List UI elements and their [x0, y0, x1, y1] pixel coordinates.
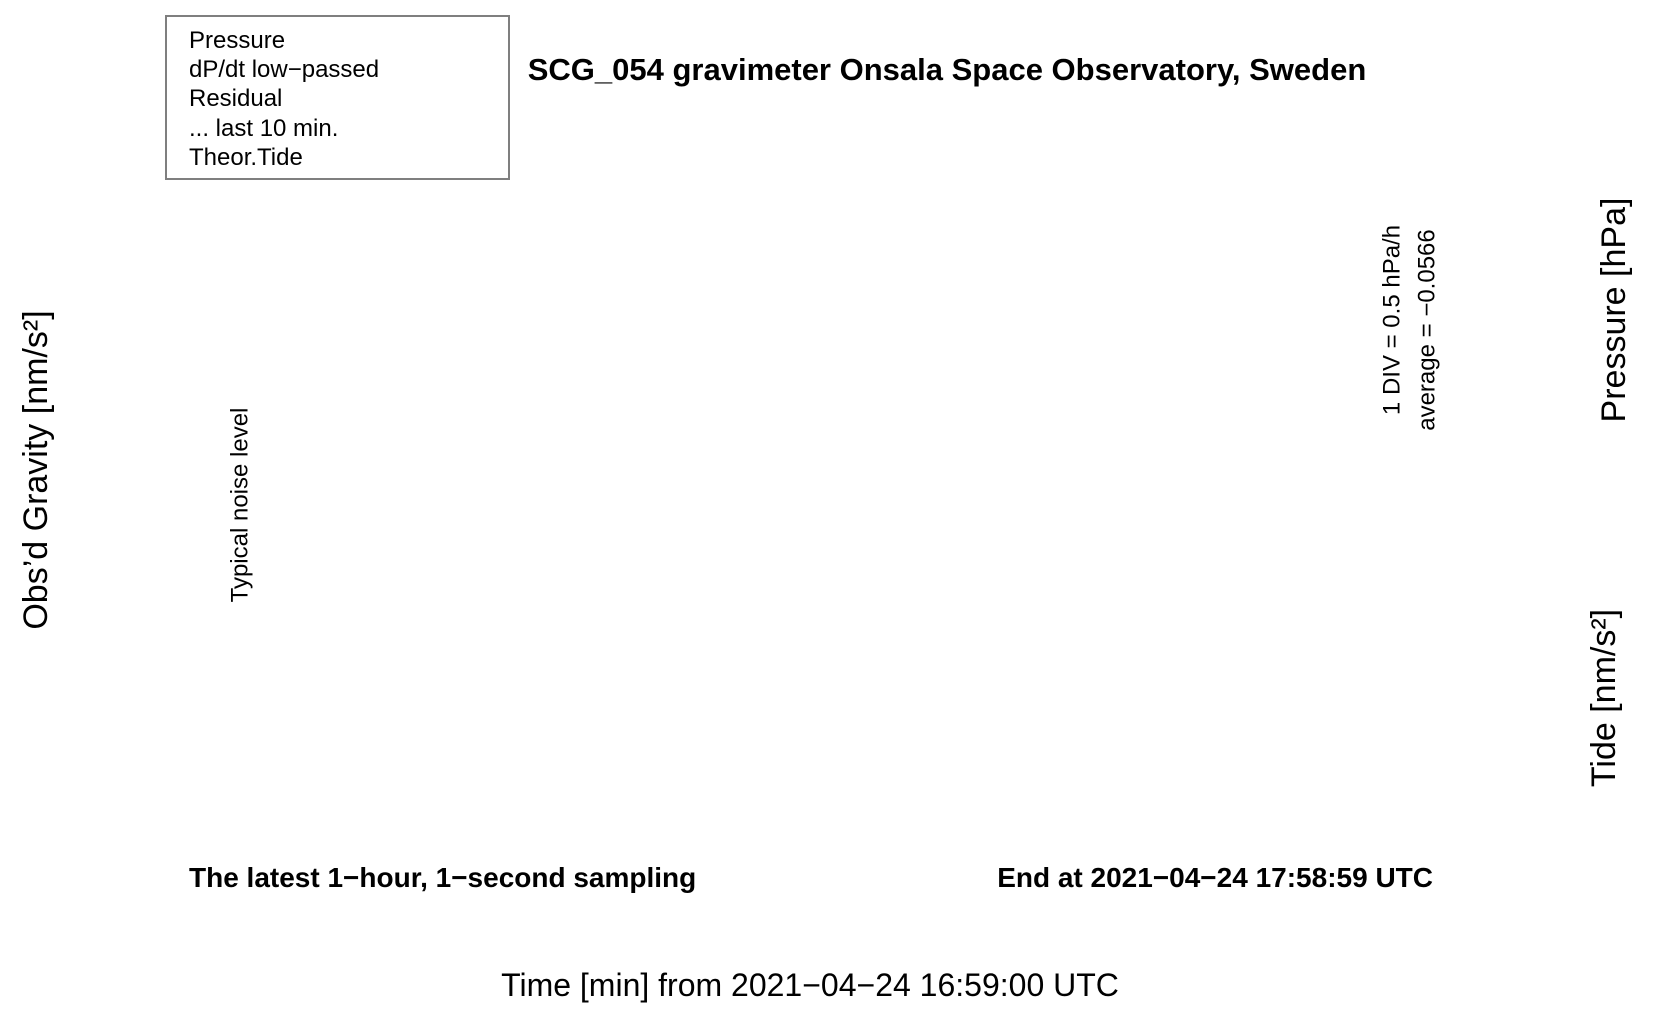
legend-label: ... last 10 min. — [189, 114, 339, 142]
legend-label: Theor.Tide — [189, 144, 303, 172]
div-scale-label: 1 DIV = 0.5 hPa/h — [1379, 225, 1406, 415]
legend-label: Pressure — [189, 26, 286, 54]
legend-item-dpdt: dP/dt low−passed — [167, 55, 508, 84]
gravity-axis-title: Obs’d Gravity [nm/s²] — [17, 310, 55, 629]
legend-item-pressure: Pressure — [167, 26, 508, 55]
end-time-annotation: End at 2021−04−24 17:58:59 UTC — [997, 862, 1433, 893]
legend-item-residual: Residual — [167, 85, 508, 114]
chart-title: SCG_054 gravimeter Onsala Space Observat… — [528, 52, 1367, 87]
sampling-annotation: The latest 1−hour, 1−second sampling — [189, 862, 696, 893]
legend-item-last10min: ... last 10 min. — [167, 114, 508, 143]
legend: Pressure dP/dt low−passed Residual ... l… — [165, 15, 510, 180]
tide-axis-title: Tide [nm/s²] — [1585, 609, 1623, 787]
legend-item-theortide: Theor.Tide — [167, 144, 508, 173]
pressure-axis-title: Pressure [hPa] — [1595, 198, 1633, 423]
legend-label: Residual — [189, 85, 283, 113]
x-axis-title: Time [min] from 2021−04−24 16:59:00 UTC — [501, 967, 1119, 1003]
legend-label: dP/dt low−passed — [189, 56, 380, 84]
legend-marker — [196, 17, 262, 31]
average-label: average = −0.0566 — [1414, 229, 1441, 431]
noise-level-label: Typical noise level — [227, 408, 254, 603]
